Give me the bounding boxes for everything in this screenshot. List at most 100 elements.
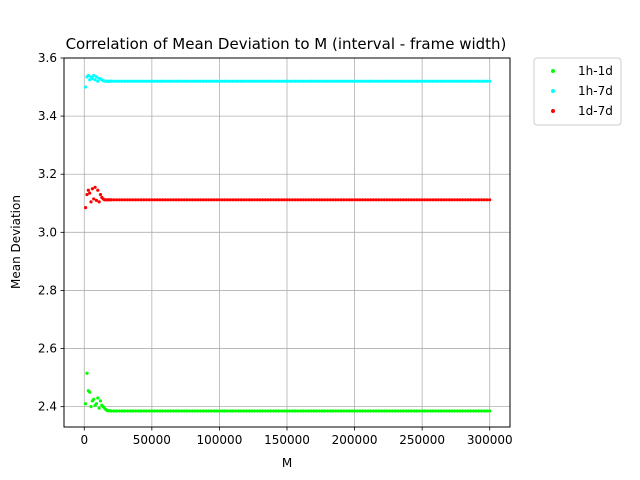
data-point-1h-1d (417, 409, 422, 413)
x-axis-label: M (282, 456, 292, 470)
data-point-1d-7d (261, 198, 265, 202)
data-point-1d-7d (266, 198, 270, 202)
data-point-1h-7d (434, 79, 438, 83)
data-point-1d-7d (236, 198, 240, 202)
data-point-1h-7d (117, 79, 122, 83)
data-point-1h-1d (290, 409, 295, 413)
data-point-1h-7d (123, 79, 127, 83)
data-point-1h-1d (434, 409, 438, 413)
data-point-1d-7d (428, 198, 432, 202)
legend-marker-1h-1d (551, 69, 555, 73)
data-point-1h-7d (396, 79, 400, 83)
data-point-1d-7d (89, 200, 93, 204)
data-point-1h-7d (274, 79, 278, 83)
data-point-1d-7d (439, 198, 443, 202)
series-1d-7d (84, 185, 492, 210)
data-point-1h-7d (134, 79, 138, 83)
data-point-1h-7d (185, 79, 189, 83)
data-point-1h-7d (450, 79, 454, 83)
legend-box (533, 57, 622, 126)
data-point-1h-7d (390, 79, 395, 83)
data-point-1h-7d (182, 79, 186, 83)
data-point-1h-1d (125, 409, 130, 413)
data-point-1d-7d (217, 198, 222, 202)
y-tick-label: 3.0 (38, 225, 57, 239)
data-point-1h-1d (242, 409, 246, 413)
data-point-1h-7d (236, 79, 240, 83)
data-point-1h-1d (450, 409, 454, 413)
data-point-1h-7d (304, 79, 308, 83)
data-point-1d-7d (242, 198, 246, 202)
data-point-1h-1d (404, 409, 408, 413)
data-point-1h-7d (177, 79, 181, 83)
data-point-1h-7d (109, 79, 113, 83)
data-point-1h-1d (236, 409, 240, 413)
data-point-1h-1d (198, 409, 203, 413)
data-point-1d-7d (109, 198, 113, 202)
data-point-1h-7d (342, 79, 346, 83)
data-point-1d-7d (480, 198, 484, 202)
data-point-1h-1d (298, 409, 303, 413)
data-point-1h-1d (177, 409, 181, 413)
data-point-1h-1d (190, 409, 194, 413)
data-point-1h-1d (398, 409, 403, 413)
data-point-1h-1d (231, 409, 235, 413)
data-point-1h-1d (409, 409, 413, 413)
data-point-1d-7d (304, 198, 308, 202)
data-point-1h-1d (458, 409, 462, 413)
data-point-1h-1d (212, 409, 216, 413)
data-point-1h-7d (207, 79, 211, 83)
x-tick-label: 200000 (332, 433, 378, 447)
data-point-1d-7d (334, 198, 338, 202)
data-point-1d-7d (98, 192, 103, 197)
data-point-1h-7d (196, 79, 200, 83)
data-point-1h-7d (431, 79, 435, 83)
data-point-1h-7d (466, 79, 470, 83)
data-point-1h-1d (325, 409, 330, 413)
data-point-1h-7d (279, 79, 284, 83)
data-point-1h-7d (112, 79, 116, 83)
data-point-1h-7d (336, 79, 340, 83)
data-point-1d-7d (147, 198, 151, 202)
data-point-1h-1d (161, 409, 165, 413)
data-point-1d-7d (471, 198, 476, 202)
data-point-1h-1d (412, 409, 416, 413)
data-point-1d-7d (447, 198, 451, 202)
data-point-1h-1d (115, 409, 119, 413)
data-point-1h-1d (134, 409, 138, 413)
data-point-1d-7d (339, 198, 343, 202)
data-point-1h-1d (309, 409, 313, 413)
data-point-1d-7d (309, 198, 313, 202)
y-tick-label: 2.6 (38, 342, 57, 356)
data-point-1h-7d (163, 79, 167, 83)
data-point-1d-7d (417, 198, 422, 202)
data-point-1h-7d (261, 79, 265, 83)
data-point-1h-1d (485, 409, 489, 413)
data-point-1h-7d (215, 79, 219, 83)
data-point-1d-7d (231, 198, 235, 202)
data-point-1h-7d (155, 79, 159, 83)
data-point-1h-1d (317, 409, 322, 413)
data-point-1d-7d (336, 198, 340, 202)
data-point-1d-7d (225, 198, 230, 202)
data-point-1d-7d (398, 198, 403, 202)
data-point-1d-7d (461, 198, 465, 202)
data-point-1d-7d (423, 198, 427, 202)
data-point-1h-7d (188, 79, 192, 83)
data-point-1h-1d (128, 409, 132, 413)
data-point-1h-1d (393, 409, 397, 413)
data-point-1h-7d (204, 79, 208, 83)
data-point-1d-7d (425, 198, 430, 202)
x-tick-label: 50000 (133, 433, 171, 447)
data-point-1d-7d (385, 198, 389, 202)
legend-label-1d-7d: 1d-7d (578, 104, 613, 118)
data-point-1h-1d (488, 409, 492, 413)
data-point-1h-1d (207, 409, 211, 413)
data-point-1h-1d (396, 409, 400, 413)
data-point-1h-1d (442, 409, 446, 413)
data-point-1d-7d (380, 198, 384, 202)
data-point-1h-1d (420, 409, 424, 413)
data-point-1h-7d (407, 79, 411, 83)
data-point-1d-7d (371, 198, 376, 202)
data-point-1h-7d (307, 79, 311, 83)
